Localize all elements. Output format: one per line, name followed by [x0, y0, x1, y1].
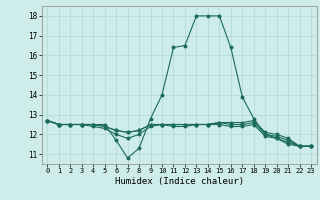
X-axis label: Humidex (Indice chaleur): Humidex (Indice chaleur)	[115, 177, 244, 186]
